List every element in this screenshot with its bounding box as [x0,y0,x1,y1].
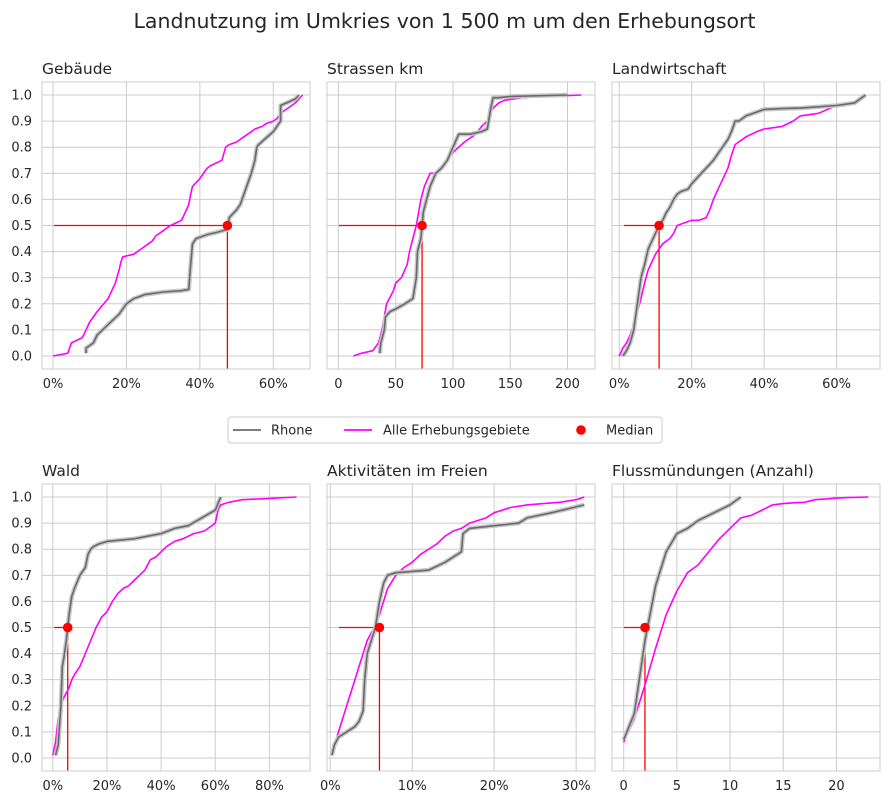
y-tick-label: 0.1 [11,725,32,740]
x-tick-label: 30% [562,779,591,794]
x-tick-label: 10% [398,779,427,794]
series-line-rhone [54,496,222,756]
series-line-rhone [378,94,568,354]
x-tick-label: 80% [255,779,284,794]
x-tick-label: 150 [498,377,523,392]
x-tick-label: 40% [750,377,779,392]
chart-legend: Rhone Alle Erhebungsgebiete Median [227,416,663,444]
x-tick-label: 0% [320,779,341,794]
y-tick-label: 0.8 [11,141,32,156]
x-tick-label: 100 [441,377,466,392]
x-tick-label: 0% [609,377,630,392]
figure-title: Landnutzung im Umkries von 1 500 m um de… [133,9,755,33]
panel-title: Gebäude [42,60,112,78]
y-tick-label: 0.9 [11,115,32,130]
x-tick-label: 0% [43,779,64,794]
chart-panel-flussmuendungen-anzahl: 0 5 10 15 20 Flussmündungen (Anzahl) [611,462,881,794]
series-line-rhone [331,504,585,756]
series-line-alle-erhebungsgebiete [618,94,866,357]
y-tick-label: 0.7 [11,167,32,182]
panel-title: Landwirtschaft [612,60,726,78]
series-line-alle-erhebungsgebiete [52,94,304,357]
y-tick-label: 1.0 [11,491,32,506]
chart-panel-gebaeude: 0% 20% 40% 60% 0.0 0.1 0.2 0.3 0.4 0.5 0.6 0.7 0.8 0.… [11,60,311,392]
median-point [62,622,73,633]
x-tick-label: 20 [828,779,845,794]
y-tick-label: 1.0 [11,89,32,104]
x-tick-label: 20% [93,779,122,794]
panel-title: Aktivitäten im Freien [327,462,488,480]
legend-frame [227,416,663,444]
x-tick-label: 20% [112,377,141,392]
chart-panel-landwirtschaft: 0% 20% 40% 60% Landwirtschaft [609,60,881,392]
legend-label: Rhone [271,424,312,439]
chart-panel-aktivitaeten-im-freien: 0% 10% 20% 30% Aktivitäten im Freien [320,462,596,794]
median-point [374,622,385,633]
legend-item-alle-erhebungsgebiete: Alle Erhebungsgebiete [344,424,530,439]
series-line-alle-erhebungsgebiete [353,94,582,357]
y-tick-label: 0.7 [11,569,32,584]
y-tick-label: 0.1 [11,323,32,338]
y-tick-label: 0.6 [11,193,32,208]
x-tick-label: 60% [259,377,288,392]
x-tick-label: 0% [43,377,64,392]
y-tick-label: 0.4 [11,245,32,260]
median-point [654,220,664,231]
series-line-rhone [622,496,742,741]
axes-frame [41,483,311,772]
x-tick-label: 40% [185,377,214,392]
x-tick-label: 200 [555,377,580,392]
series-line-alle-erhebungsgebiete [622,496,869,743]
axes-frame [611,483,881,772]
panel-title: Flussmündungen (Anzahl) [612,462,814,480]
y-tick-label: 0.3 [11,673,32,688]
legend-label: Alle Erhebungsgebiete [383,424,530,439]
legend-swatch-dot [576,425,586,435]
x-tick-label: 0 [620,779,628,794]
y-tick-label: 0.9 [11,517,32,532]
series-line-rhone [85,94,300,354]
axes-frame [41,81,311,370]
series-line-alle-erhebungsgebiete [331,496,585,756]
x-tick-label: 60% [201,779,230,794]
y-tick-label: 0.0 [11,349,32,364]
median-point [640,622,650,633]
median-point [222,220,233,231]
series-line-rhone [622,94,866,357]
y-tick-label: 0.4 [11,647,32,662]
y-tick-label: 0.6 [11,595,32,610]
axes-frame [326,81,596,370]
x-tick-label: 40% [147,779,176,794]
x-tick-label: 50 [387,377,404,392]
x-tick-label: 15 [775,779,792,794]
legend-label: Median [606,424,653,439]
panel-title: Strassen km [327,60,423,78]
chart-panels: 0% 20% 40% 60% 0.0 0.1 0.2 0.3 0.4 0.5 0.6 0.7 0.8 0.… [11,60,881,794]
y-tick-label: 0.0 [11,751,32,766]
x-tick-label: 10 [722,779,739,794]
panel-title: Wald [42,462,80,480]
y-tick-label: 0.5 [11,219,32,234]
x-tick-label: 20% [480,779,509,794]
x-tick-label: 0 [334,377,342,392]
x-tick-label: 60% [822,377,851,392]
chart-panel-strassen-km: 0 50 100 150 200 Strassen km [326,60,596,392]
y-tick-label: 0.3 [11,271,32,286]
series-line-alle-erhebungsgebiete [52,496,297,756]
legend-item-median: Median [576,424,653,439]
x-tick-label: 20% [677,377,706,392]
y-tick-label: 0.8 [11,543,32,558]
median-point [417,220,427,231]
y-tick-label: 0.5 [11,621,32,636]
y-tick-label: 0.2 [11,699,32,714]
axes-frame [611,81,881,370]
y-tick-label: 0.2 [11,297,32,312]
axes-frame [326,483,596,772]
chart-panel-wald: 0% 20% 40% 60% 80% 0.0 0.1 0.2 0.3 0.4 0.5 0.6 0.7 0.… [11,462,311,794]
x-tick-label: 5 [673,779,681,794]
legend-item-rhone: Rhone [233,424,312,439]
